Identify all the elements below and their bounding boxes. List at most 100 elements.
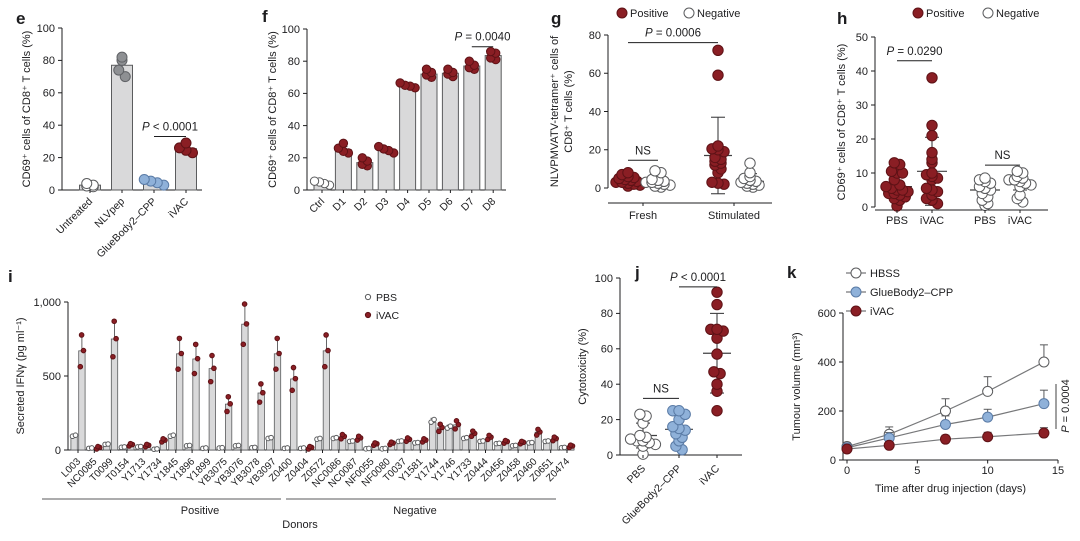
svg-text:Fresh: Fresh bbox=[629, 210, 657, 222]
svg-text:100: 100 bbox=[37, 23, 55, 35]
svg-text:40: 40 bbox=[601, 379, 613, 391]
svg-text:0: 0 bbox=[862, 202, 868, 214]
svg-text:P < 0.0001: P < 0.0001 bbox=[142, 122, 198, 134]
svg-text:k: k bbox=[787, 263, 797, 282]
svg-text:0: 0 bbox=[294, 185, 300, 197]
svg-text:NS: NS bbox=[995, 150, 1011, 162]
svg-text:0: 0 bbox=[844, 465, 850, 477]
svg-text:200: 200 bbox=[818, 406, 836, 418]
svg-text:iVAC: iVAC bbox=[1008, 215, 1032, 227]
svg-text:40: 40 bbox=[43, 120, 55, 132]
svg-text:P = 0.0004: P = 0.0004 bbox=[1060, 379, 1072, 433]
svg-text:g: g bbox=[551, 9, 561, 28]
svg-text:D6: D6 bbox=[438, 196, 456, 214]
svg-text:j: j bbox=[634, 263, 640, 282]
svg-text:D5: D5 bbox=[416, 196, 434, 214]
svg-text:60: 60 bbox=[288, 88, 300, 100]
svg-text:Secreted IFNγ (pg ml⁻¹): Secreted IFNγ (pg ml⁻¹) bbox=[15, 317, 27, 434]
svg-text:500: 500 bbox=[43, 371, 61, 383]
svg-text:400: 400 bbox=[818, 357, 836, 369]
svg-text:P = 0.0040: P = 0.0040 bbox=[455, 32, 511, 44]
svg-text:CD8⁺ T cells (%): CD8⁺ T cells (%) bbox=[563, 70, 575, 152]
svg-text:10: 10 bbox=[856, 168, 868, 180]
bar-NLVpep bbox=[111, 64, 133, 191]
svg-text:Untreated: Untreated bbox=[54, 196, 95, 237]
svg-text:80: 80 bbox=[288, 56, 300, 68]
svg-text:iVAC: iVAC bbox=[870, 306, 894, 318]
svg-text:15: 15 bbox=[1052, 465, 1064, 477]
svg-text:NS: NS bbox=[635, 145, 651, 157]
svg-text:0: 0 bbox=[830, 455, 836, 467]
svg-text:Positive: Positive bbox=[630, 8, 669, 20]
panel-k: 0 200 400 600 0 5 10 15 Time after drug injectio… bbox=[787, 263, 1072, 495]
svg-text:600: 600 bbox=[818, 308, 836, 320]
svg-text:P = 0.0006: P = 0.0006 bbox=[645, 28, 701, 40]
svg-text:80: 80 bbox=[589, 30, 601, 42]
svg-text:1,000: 1,000 bbox=[33, 297, 61, 309]
panel-h: 0 10 20 30 40 50 CD69⁺ cells of CD8⁺ T cells (… bbox=[836, 7, 1048, 227]
y-axis-label: CD69⁺ cells of CD8⁺ T cells (%) bbox=[267, 31, 279, 188]
svg-text:0: 0 bbox=[607, 450, 613, 462]
svg-text:h: h bbox=[837, 9, 847, 28]
svg-text:5: 5 bbox=[914, 465, 920, 477]
svg-text:50: 50 bbox=[856, 32, 868, 44]
bar-D5 bbox=[420, 73, 438, 191]
y-axis-label: CD69⁺ cells of CD8⁺ T cells (%) bbox=[21, 31, 33, 188]
svg-text:20: 20 bbox=[288, 153, 300, 165]
bar-D6 bbox=[441, 72, 459, 191]
svg-text:Donors: Donors bbox=[282, 519, 318, 531]
svg-text:10: 10 bbox=[982, 465, 994, 477]
svg-text:NS: NS bbox=[653, 383, 669, 395]
panel-g: 0 20 40 60 80 NLVPMVATV-tetramer⁺ cells of CD8… bbox=[549, 7, 772, 222]
svg-text:PBS: PBS bbox=[974, 215, 996, 227]
svg-text:D7: D7 bbox=[459, 196, 477, 214]
svg-text:D2: D2 bbox=[352, 196, 370, 214]
svg-text:20: 20 bbox=[856, 134, 868, 146]
svg-text:P < 0.0001: P < 0.0001 bbox=[670, 272, 726, 284]
svg-text:iVAC: iVAC bbox=[376, 310, 400, 322]
svg-text:D1: D1 bbox=[331, 196, 349, 214]
svg-text:Negative: Negative bbox=[697, 8, 740, 20]
bar-D4 bbox=[399, 84, 417, 191]
svg-text:NLVPMVATV-tetramer⁺ cells of: NLVPMVATV-tetramer⁺ cells of bbox=[549, 35, 561, 187]
svg-text:D4: D4 bbox=[395, 196, 413, 214]
svg-text:CD69⁺ cells of CD8⁺ T cells (%: CD69⁺ cells of CD8⁺ T cells (%) bbox=[267, 31, 279, 188]
svg-text:iVAC: iVAC bbox=[920, 215, 944, 227]
svg-text:Stimulated: Stimulated bbox=[708, 210, 760, 222]
svg-text:GlueBody2–CPP: GlueBody2–CPP bbox=[870, 287, 953, 299]
svg-text:iVAC: iVAC bbox=[166, 195, 191, 220]
svg-text:iVAC: iVAC bbox=[697, 462, 722, 487]
panel-e: 0 20 40 60 80 100 CD69⁺ cells of CD8⁺ T cells … bbox=[16, 9, 202, 260]
svg-text:0: 0 bbox=[55, 445, 61, 457]
svg-text:Tumour volume (mm³): Tumour volume (mm³) bbox=[791, 332, 803, 440]
svg-text:PBS: PBS bbox=[376, 292, 397, 304]
svg-text:i: i bbox=[8, 267, 13, 286]
svg-text:Positive: Positive bbox=[181, 505, 220, 517]
svg-text:D8: D8 bbox=[480, 196, 498, 214]
svg-text:20: 20 bbox=[43, 152, 55, 164]
svg-text:f: f bbox=[262, 7, 268, 26]
bar-D8 bbox=[484, 55, 502, 191]
svg-text:Ctrl: Ctrl bbox=[307, 196, 327, 216]
svg-text:Negative: Negative bbox=[996, 8, 1039, 20]
svg-text:GlueBody2–CPP: GlueBody2–CPP bbox=[94, 196, 159, 261]
svg-text:60: 60 bbox=[589, 68, 601, 80]
svg-text:Cytotoxicity (%): Cytotoxicity (%) bbox=[577, 328, 589, 404]
svg-text:0: 0 bbox=[49, 185, 55, 197]
svg-text:CD69⁺ cells of CD8⁺ T cells (%: CD69⁺ cells of CD8⁺ T cells (%) bbox=[21, 31, 33, 188]
svg-text:30: 30 bbox=[856, 100, 868, 112]
svg-text:100: 100 bbox=[595, 273, 613, 285]
svg-text:Positive: Positive bbox=[926, 8, 965, 20]
svg-text:HBSS: HBSS bbox=[870, 268, 900, 280]
svg-text:P = 0.0290: P = 0.0290 bbox=[887, 46, 943, 58]
svg-text:20: 20 bbox=[601, 414, 613, 426]
svg-text:PBS: PBS bbox=[886, 215, 908, 227]
svg-text:40: 40 bbox=[288, 120, 300, 132]
svg-text:40: 40 bbox=[856, 66, 868, 78]
svg-text:80: 80 bbox=[43, 55, 55, 67]
